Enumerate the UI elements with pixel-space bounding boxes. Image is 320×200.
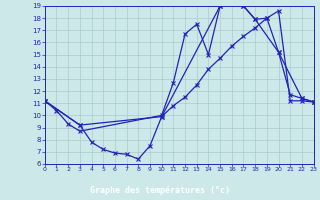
Text: Graphe des températures (°c): Graphe des températures (°c) (90, 185, 230, 195)
